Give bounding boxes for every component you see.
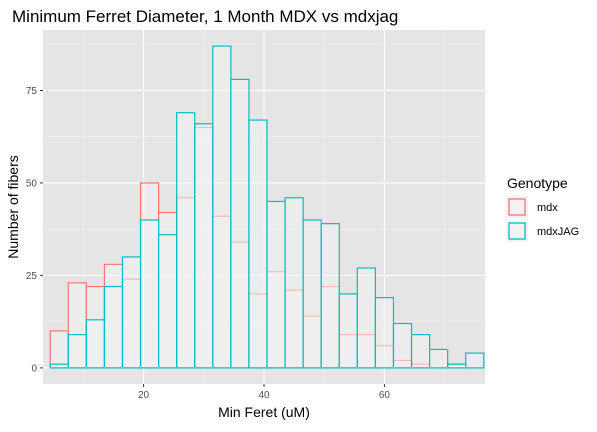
y-tick-label: 50 — [26, 178, 38, 189]
bar-mdxjag-9 — [213, 46, 231, 368]
bar-mdxjag-11 — [249, 120, 267, 368]
bar-mdxjag-14 — [303, 220, 321, 368]
x-tick-label: 40 — [258, 390, 270, 401]
bar-mdxjag-1 — [68, 335, 86, 368]
bar-mdxjag-21 — [430, 349, 448, 367]
y-tick-label: 0 — [31, 363, 37, 374]
legend-items: mdx mdxJAG — [506, 196, 579, 242]
bar-mdxjag-5 — [141, 220, 159, 368]
bar-mdxjag-16 — [339, 294, 357, 368]
bar-mdxjag-13 — [285, 198, 303, 368]
legend: Genotype mdx mdxJAG — [506, 175, 579, 242]
x-tick-label: 20 — [138, 390, 150, 401]
x-tick-label: 60 — [379, 390, 391, 401]
bar-mdxjag-7 — [177, 113, 195, 368]
legend-item-mdxjag: mdxJAG — [506, 220, 579, 242]
bar-mdx-0 — [50, 331, 68, 368]
x-axis-label: Min Feret (uM) — [218, 404, 310, 420]
bar-mdxjag-18 — [375, 298, 393, 368]
legend-item-mdx: mdx — [506, 196, 558, 218]
bar-mdxjag-6 — [159, 235, 177, 368]
bar-mdxjag-22 — [448, 364, 466, 368]
bar-mdxjag-3 — [104, 287, 122, 368]
bar-mdxjag-17 — [357, 268, 375, 368]
legend-label-mdxjag: mdxJAG — [537, 226, 579, 238]
bar-mdxjag-2 — [86, 320, 104, 368]
x-axis: 20 40 60 — [138, 384, 390, 401]
y-tick-label: 75 — [26, 86, 38, 97]
legend-title: Genotype — [507, 175, 568, 191]
bar-mdxjag-20 — [412, 335, 430, 368]
bar-mdxjag-0 — [50, 364, 68, 368]
bar-mdxjag-15 — [321, 224, 339, 368]
chart-title: Minimum Ferret Diameter, 1 Month MDX vs … — [12, 7, 398, 26]
bar-mdxjag-23 — [466, 353, 484, 368]
bar-mdxjag-4 — [122, 257, 140, 368]
bar-mdxjag-10 — [231, 79, 249, 368]
legend-label-mdx: mdx — [537, 202, 558, 214]
bar-mdxjag-8 — [195, 124, 213, 368]
legend-key-mdxjag — [509, 223, 525, 239]
bar-mdxjag-12 — [267, 201, 285, 367]
y-tick-label: 25 — [26, 271, 38, 282]
y-axis-label: Number of fibers — [5, 155, 21, 258]
legend-key-mdx — [509, 199, 525, 215]
y-axis: 0 25 50 75 — [26, 86, 43, 374]
bar-mdxjag-19 — [393, 324, 411, 368]
